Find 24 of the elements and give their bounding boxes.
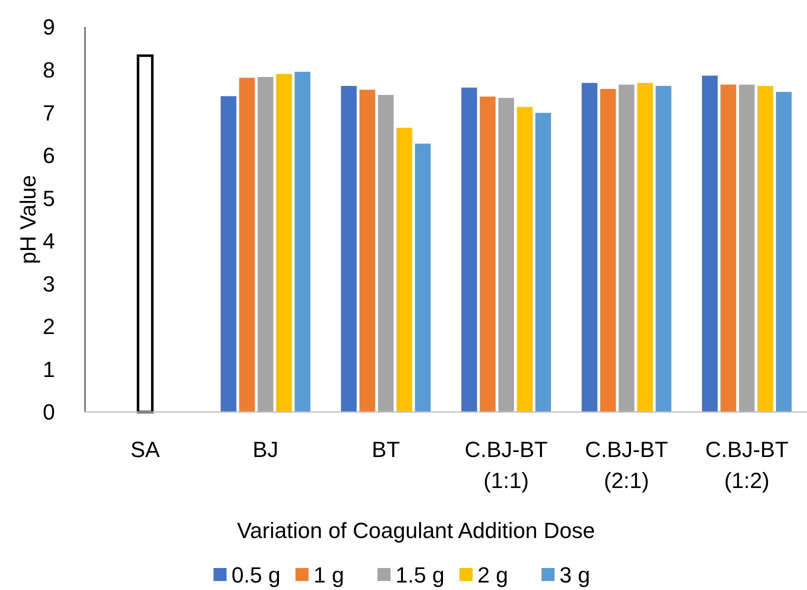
legend-label: 0.5 g <box>232 562 280 588</box>
legend-label: 1.5 g <box>396 562 444 588</box>
y-tick-label: 1 <box>42 356 55 382</box>
legend-label: 2 g <box>478 562 508 588</box>
legend-label: 3 g <box>560 562 590 588</box>
bar <box>136 54 154 414</box>
x-tick-label: SA <box>130 437 160 462</box>
x-tick-label: C.BJ-BT (1:2) <box>705 437 788 493</box>
y-tick-label: 6 <box>42 143 55 168</box>
y-tick-label: 0 <box>42 400 55 425</box>
x-tick-label: C.BJ-BT (2:1) <box>584 437 668 493</box>
y-tick-label: 9 <box>42 14 55 40</box>
x-tick-label: BJ <box>252 437 278 462</box>
y-tick-label: 2 <box>42 314 55 340</box>
x-tick-label: BT <box>372 437 400 462</box>
y-tick-label: 7 <box>42 100 55 126</box>
x-tick-label: C.BJ-BT (1:1) <box>464 437 548 493</box>
y-tick-label: 3 <box>42 271 55 296</box>
y-tick-label: 4 <box>42 228 55 254</box>
y-axis-title: pH Value <box>15 175 40 264</box>
legend-label: 1 g <box>314 562 344 588</box>
x-axis-title: Variation of Coagulant Addition Dose <box>237 518 595 543</box>
y-tick-label: 8 <box>42 57 55 82</box>
y-tick-label: 5 <box>42 186 55 211</box>
